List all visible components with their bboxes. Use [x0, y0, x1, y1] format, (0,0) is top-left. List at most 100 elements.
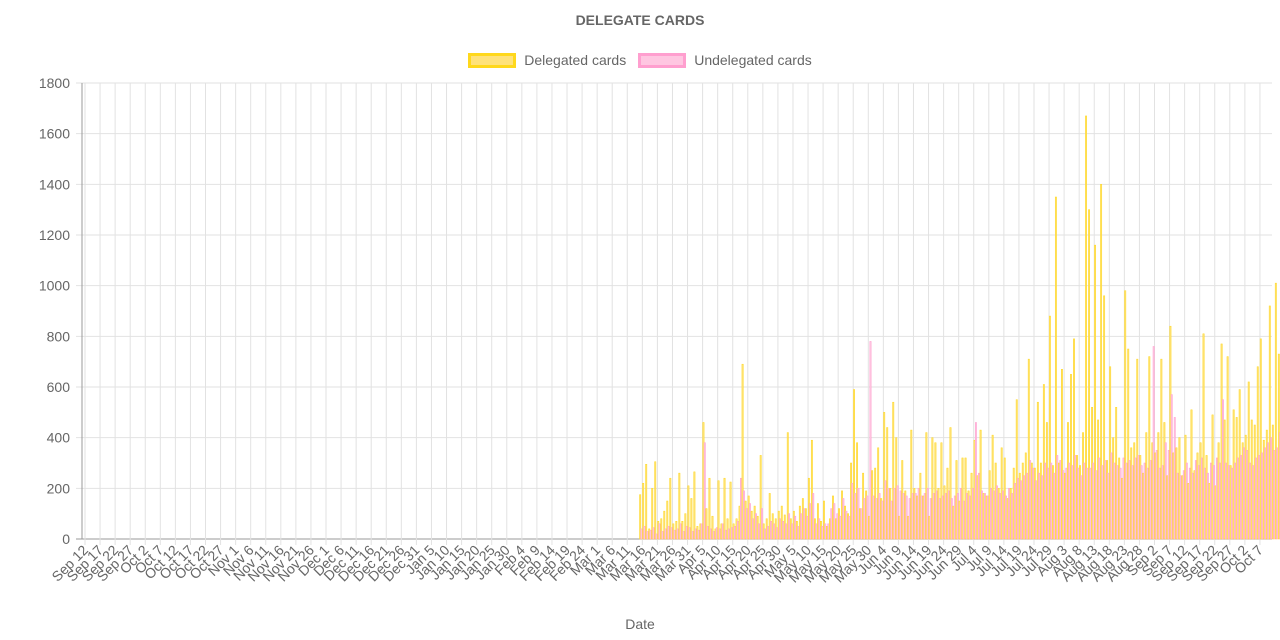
- bar-undelegated[interactable]: [1050, 462, 1053, 540]
- bar-undelegated[interactable]: [773, 523, 776, 540]
- bar-undelegated[interactable]: [941, 495, 944, 540]
- bar-undelegated[interactable]: [1203, 467, 1206, 540]
- bar-undelegated[interactable]: [1246, 450, 1248, 540]
- bar-undelegated[interactable]: [676, 528, 679, 540]
- bar-undelegated[interactable]: [1149, 460, 1152, 540]
- bar-undelegated[interactable]: [640, 528, 643, 540]
- bar-undelegated[interactable]: [929, 498, 932, 540]
- bar-undelegated[interactable]: [758, 523, 760, 540]
- bar-undelegated[interactable]: [902, 493, 905, 540]
- bar-delegated[interactable]: [693, 471, 696, 540]
- bar-undelegated[interactable]: [785, 523, 788, 540]
- bar-undelegated[interactable]: [1273, 450, 1276, 540]
- bar-undelegated[interactable]: [1017, 477, 1020, 540]
- bar-undelegated[interactable]: [981, 490, 983, 540]
- bar-undelegated[interactable]: [1176, 472, 1179, 540]
- bar-undelegated[interactable]: [827, 523, 830, 540]
- bar-delegated[interactable]: [741, 363, 744, 540]
- bar-delegated[interactable]: [669, 477, 672, 540]
- bar-undelegated[interactable]: [770, 521, 772, 540]
- bar-undelegated[interactable]: [761, 508, 763, 540]
- bar-undelegated[interactable]: [1143, 462, 1146, 540]
- bar-undelegated[interactable]: [679, 523, 682, 540]
- bar-undelegated[interactable]: [794, 515, 797, 540]
- bar-undelegated[interactable]: [1047, 467, 1050, 540]
- bar-undelegated[interactable]: [1164, 442, 1167, 540]
- bar-delegated[interactable]: [708, 477, 711, 540]
- bar-delegated[interactable]: [681, 521, 684, 540]
- bar-undelegated[interactable]: [1062, 470, 1065, 540]
- bar-undelegated[interactable]: [1074, 455, 1077, 540]
- bar-undelegated[interactable]: [1252, 465, 1255, 540]
- bar-delegated[interactable]: [1136, 358, 1139, 540]
- bar-delegated[interactable]: [786, 432, 789, 540]
- bar-delegated[interactable]: [883, 412, 886, 540]
- bar-undelegated[interactable]: [1173, 417, 1176, 540]
- bar-undelegated[interactable]: [1158, 467, 1161, 540]
- bar-undelegated[interactable]: [1225, 462, 1227, 540]
- bar-undelegated[interactable]: [1080, 475, 1083, 540]
- bar-undelegated[interactable]: [800, 513, 803, 540]
- bar-delegated[interactable]: [663, 510, 666, 540]
- bar-delegated[interactable]: [1048, 315, 1051, 540]
- bar-undelegated[interactable]: [694, 528, 697, 540]
- bar-undelegated[interactable]: [1095, 470, 1098, 540]
- bar-delegated[interactable]: [961, 457, 964, 540]
- bar-undelegated[interactable]: [812, 493, 815, 540]
- bar-undelegated[interactable]: [1026, 472, 1029, 540]
- bar-undelegated[interactable]: [724, 529, 727, 540]
- bar-undelegated[interactable]: [670, 527, 673, 540]
- bar-undelegated[interactable]: [1240, 455, 1242, 540]
- bar-undelegated[interactable]: [721, 523, 724, 540]
- bar-undelegated[interactable]: [1264, 447, 1267, 540]
- bar-undelegated[interactable]: [709, 528, 712, 540]
- bar-undelegated[interactable]: [797, 526, 800, 540]
- bar-delegated[interactable]: [1088, 209, 1090, 540]
- bar-undelegated[interactable]: [978, 472, 980, 540]
- bar-undelegated[interactable]: [854, 493, 857, 540]
- bar-undelegated[interactable]: [1258, 455, 1261, 540]
- bar-delegated[interactable]: [1054, 196, 1057, 540]
- bar-delegated[interactable]: [690, 498, 693, 540]
- bar-delegated[interactable]: [642, 483, 645, 540]
- bar-undelegated[interactable]: [1011, 493, 1014, 540]
- bar-delegated[interactable]: [660, 518, 663, 540]
- bar-delegated[interactable]: [1124, 290, 1127, 540]
- bar-undelegated[interactable]: [1237, 457, 1239, 540]
- bar-undelegated[interactable]: [715, 527, 718, 540]
- bar-delegated[interactable]: [1100, 184, 1103, 540]
- bar-undelegated[interactable]: [1161, 465, 1164, 540]
- bar-undelegated[interactable]: [1020, 480, 1023, 540]
- bar-undelegated[interactable]: [643, 526, 646, 540]
- bar-undelegated[interactable]: [935, 490, 938, 540]
- bar-undelegated[interactable]: [869, 341, 872, 540]
- bar-undelegated[interactable]: [1197, 465, 1200, 540]
- bar-undelegated[interactable]: [1200, 457, 1203, 540]
- bar-undelegated[interactable]: [1059, 460, 1062, 540]
- bar-delegated[interactable]: [759, 455, 762, 540]
- bar-undelegated[interactable]: [1119, 467, 1122, 540]
- bar-undelegated[interactable]: [833, 503, 836, 540]
- bar-undelegated[interactable]: [1140, 465, 1143, 540]
- bar-undelegated[interactable]: [1029, 460, 1032, 540]
- bar-undelegated[interactable]: [779, 518, 782, 540]
- bar-undelegated[interactable]: [1255, 457, 1258, 540]
- bar-undelegated[interactable]: [1089, 467, 1092, 540]
- bar-delegated[interactable]: [1148, 356, 1151, 540]
- bar-undelegated[interactable]: [1041, 475, 1044, 540]
- bar-undelegated[interactable]: [872, 495, 875, 540]
- bar-undelegated[interactable]: [1104, 460, 1107, 540]
- bar-undelegated[interactable]: [851, 483, 854, 540]
- bar-delegated[interactable]: [729, 481, 732, 540]
- bar-undelegated[interactable]: [1261, 452, 1264, 540]
- bar-undelegated[interactable]: [1068, 462, 1071, 540]
- bar-undelegated[interactable]: [1213, 465, 1215, 540]
- bar-delegated[interactable]: [979, 429, 982, 540]
- bar-undelegated[interactable]: [700, 523, 703, 540]
- bar-delegated[interactable]: [853, 389, 855, 540]
- bar-undelegated[interactable]: [971, 488, 974, 540]
- bar-undelegated[interactable]: [1209, 462, 1212, 540]
- bar-undelegated[interactable]: [1101, 465, 1104, 540]
- bar-undelegated[interactable]: [703, 442, 706, 540]
- bar-undelegated[interactable]: [1146, 467, 1149, 540]
